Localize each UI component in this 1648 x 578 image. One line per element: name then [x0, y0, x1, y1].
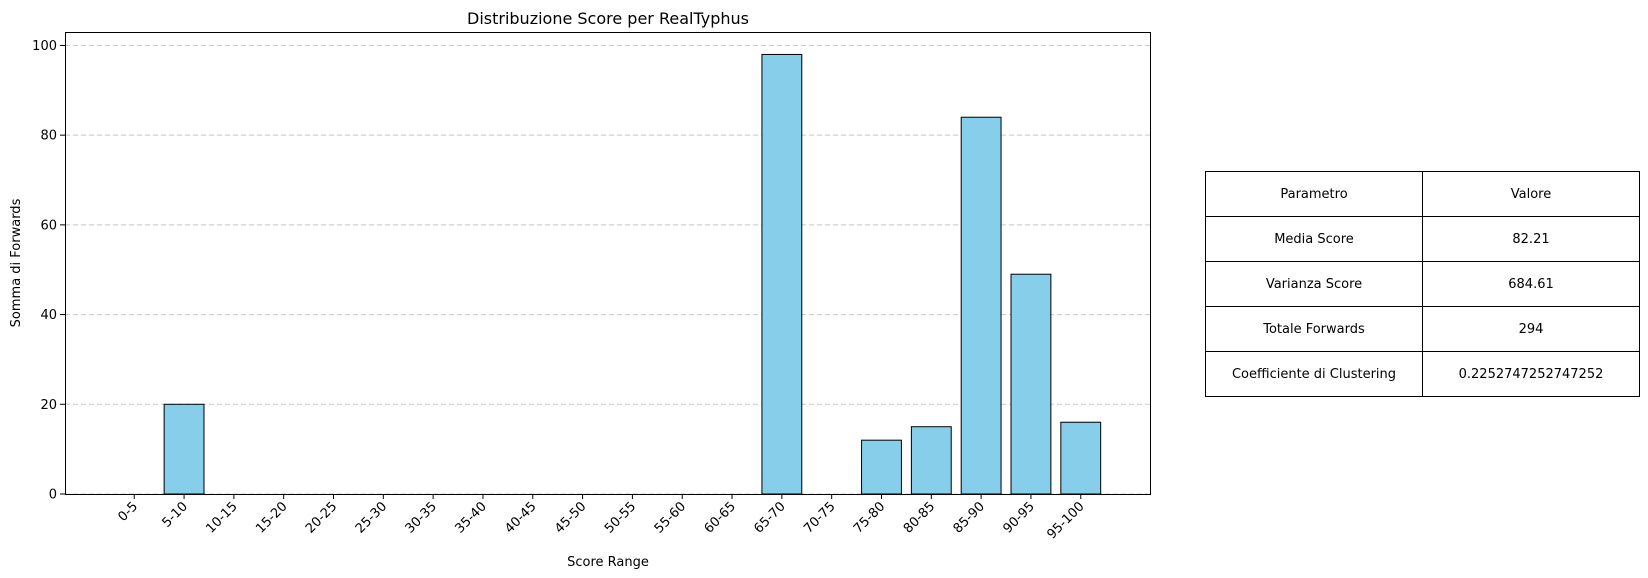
x-tick-label: 90-95: [1000, 499, 1037, 536]
param-value: 82.21: [1422, 216, 1640, 262]
x-axis-label: Score Range: [567, 555, 649, 570]
bar: [163, 403, 205, 495]
x-tick-label: 55-60: [652, 499, 689, 536]
x-tick-label: 15-20: [253, 499, 290, 536]
table-header-row: Parametro Valore: [1205, 171, 1640, 217]
x-tick-label: 65-70: [751, 499, 788, 536]
header-cell-valore: Valore: [1422, 171, 1640, 217]
bar: [960, 116, 1002, 495]
table-row: Varianza Score 684.61: [1205, 261, 1640, 307]
y-axis-label: Somma di Forwards: [9, 198, 24, 327]
y-tick-label: 20: [40, 398, 57, 413]
y-tick-label: 0: [49, 488, 57, 503]
y-tick-label: 40: [40, 308, 57, 323]
param-value: 0.2252747252747252: [1422, 351, 1640, 397]
param-name: Coefficiente di Clustering: [1205, 351, 1423, 397]
x-tick-label: 45-50: [552, 499, 589, 536]
bar: [1060, 421, 1102, 495]
bar: [761, 53, 803, 495]
bars: [163, 53, 1102, 495]
chart-title: Distribuzione Score per RealTyphus: [467, 9, 749, 28]
x-tick-label: 95-100: [1044, 499, 1087, 542]
x-tick-label: 70-75: [801, 499, 838, 536]
stats-table: Parametro Valore Media Score 82.21 Varia…: [1205, 171, 1640, 397]
x-tick-label: 30-35: [403, 499, 440, 536]
x-axis-ticks: 0-5 5-10 10-15 15-20 20-25 25-30 30-35 35-40 40-…: [115, 494, 1088, 542]
plot-frame: [65, 32, 1151, 495]
bar: [910, 426, 952, 495]
x-tick-label: 75-80: [851, 499, 888, 536]
x-tick-label: 60-65: [702, 499, 739, 536]
param-value: 294: [1422, 306, 1640, 352]
bar: [1010, 273, 1052, 495]
y-tick-label: 60: [40, 218, 57, 233]
x-tick-label: 25-30: [353, 499, 390, 536]
x-tick-label: 20-25: [303, 499, 340, 536]
x-tick-label: 50-55: [602, 499, 639, 536]
bar: [861, 439, 902, 495]
header-cell-parametro: Parametro: [1205, 171, 1423, 217]
param-name: Varianza Score: [1205, 261, 1423, 307]
x-tick-label: 80-85: [901, 499, 938, 536]
x-tick-label: 40-45: [502, 499, 539, 536]
x-tick-label: 0-5: [115, 499, 141, 525]
table-row: Media Score 82.21: [1205, 216, 1640, 262]
param-name: Media Score: [1205, 216, 1423, 262]
x-tick-label: 10-15: [203, 499, 240, 536]
y-axis-ticks: 0 20 40 60 80 100: [32, 39, 65, 503]
y-tick-label: 100: [32, 39, 57, 54]
param-name: Totale Forwards: [1205, 306, 1423, 352]
table-row: Totale Forwards 294: [1205, 306, 1640, 352]
x-tick-label: 85-90: [951, 499, 988, 536]
table-row: Coefficiente di Clustering 0.22527472527…: [1205, 351, 1640, 397]
param-value: 684.61: [1422, 261, 1640, 307]
x-tick-label: 5-10: [159, 499, 190, 530]
y-tick-label: 80: [40, 129, 57, 144]
x-tick-label: 35-40: [452, 499, 489, 536]
